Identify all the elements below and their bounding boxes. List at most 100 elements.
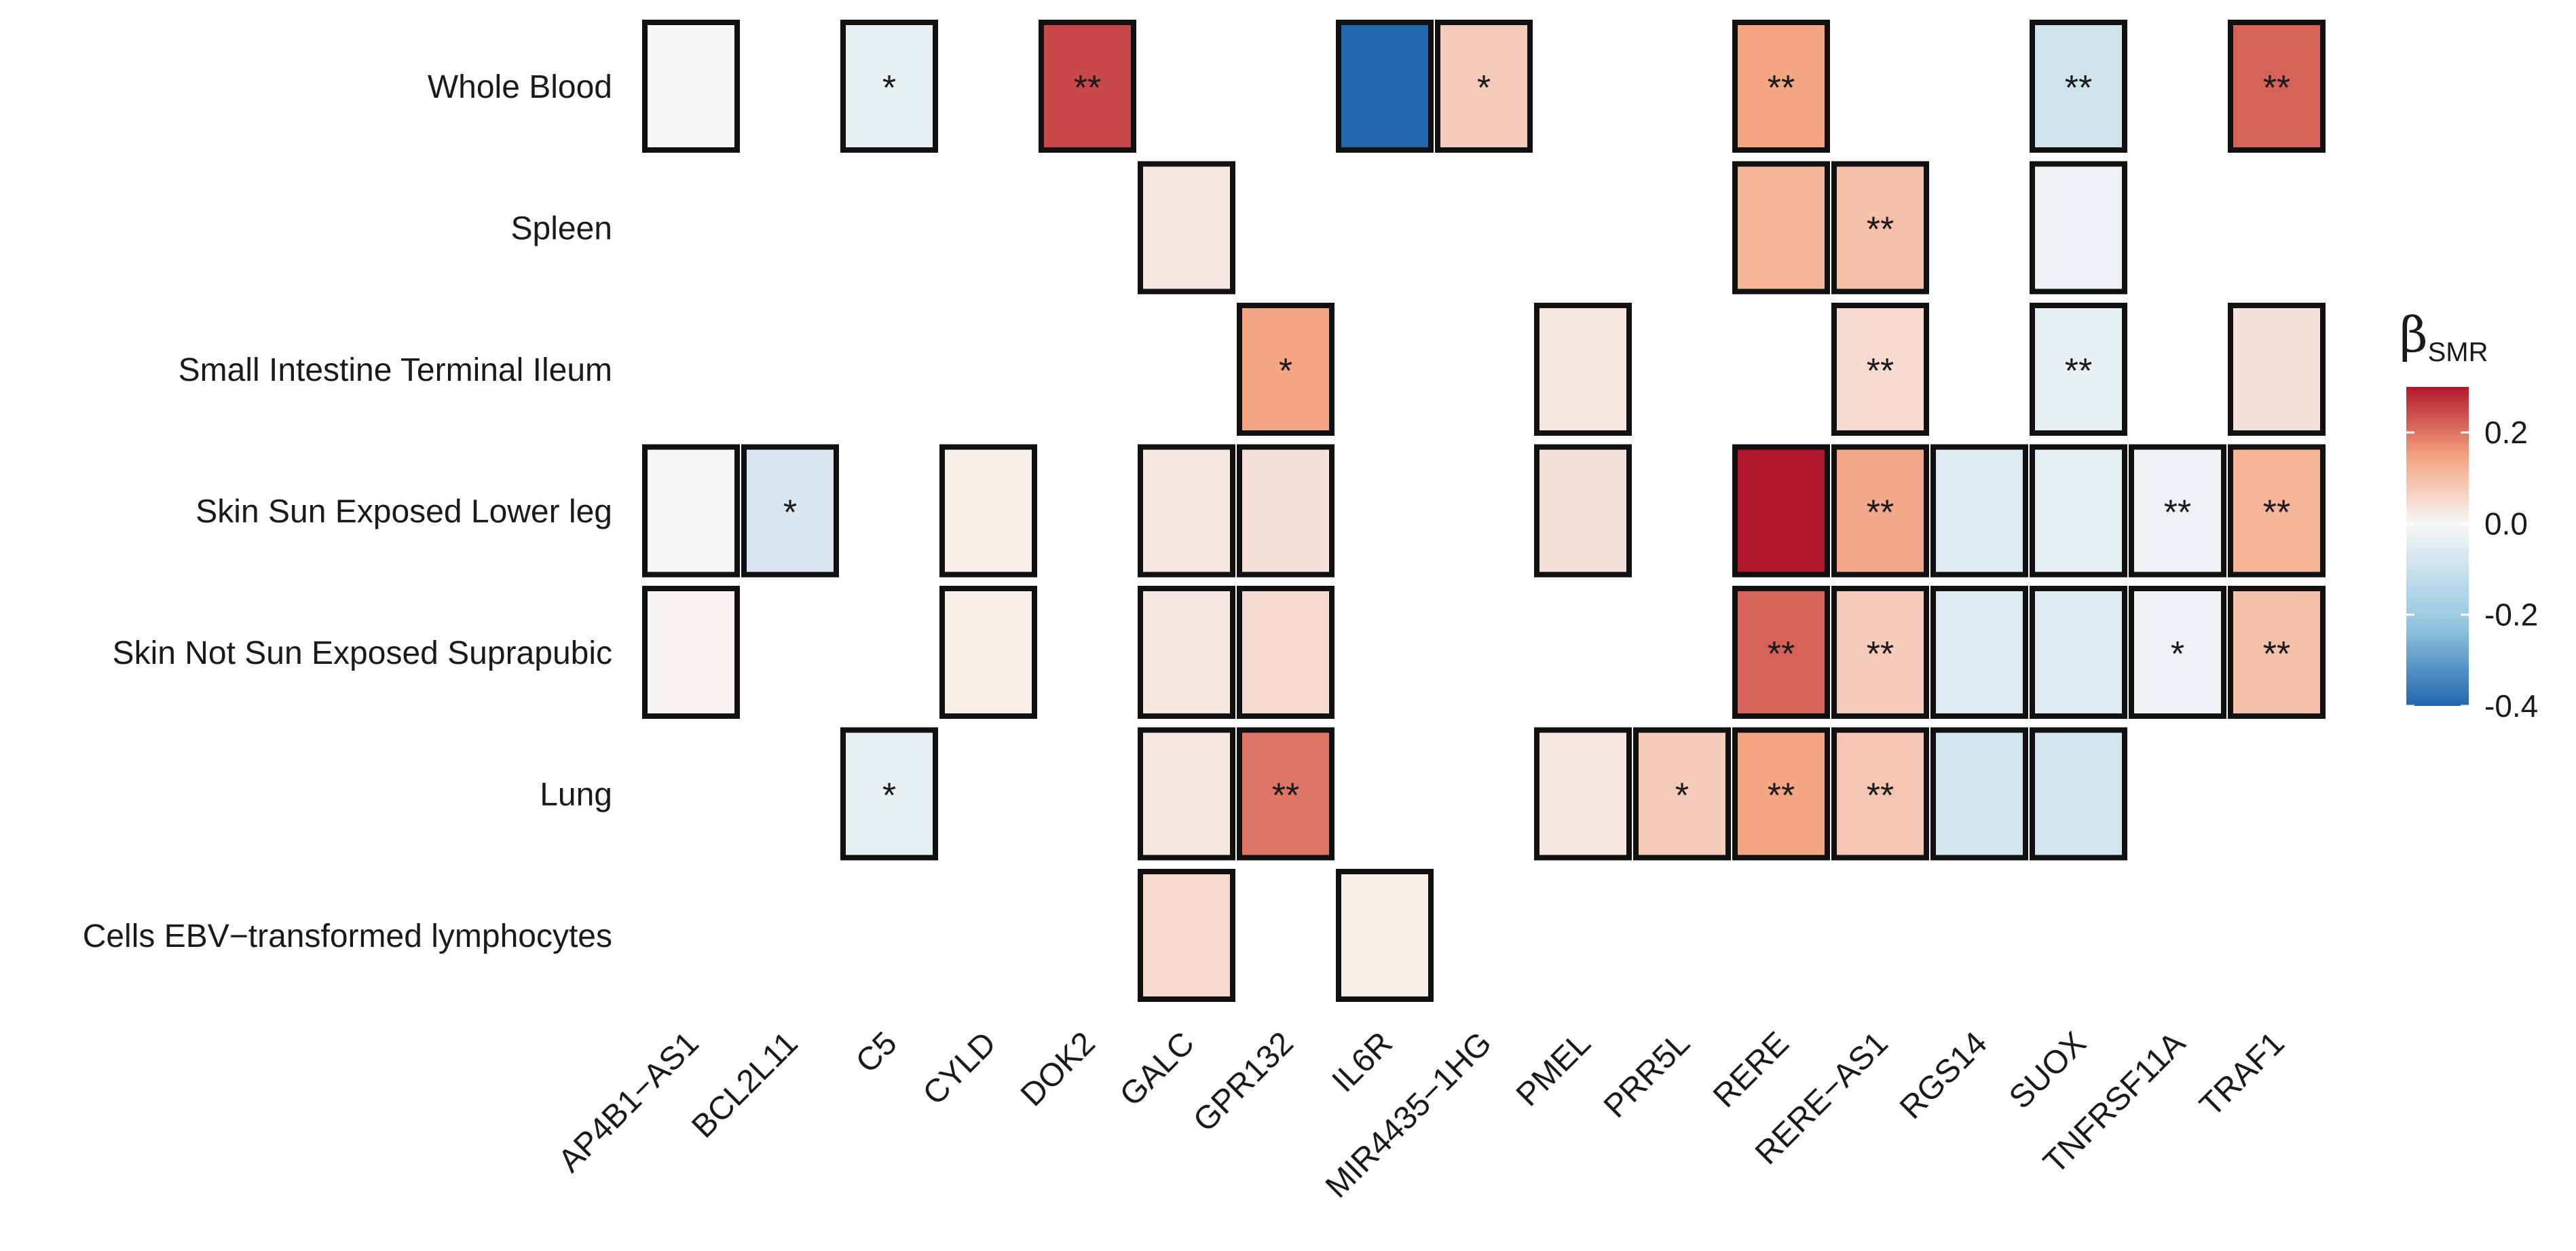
cell-lung-pmel [1534,727,1632,861]
cell-small-intestine-terminal-ileum-pmel [1534,303,1632,436]
cell-skin-not-sun-exposed-suprapubic-suox [2030,586,2127,719]
cell-skin-sun-exposed-lower-leg-gpr132 [1237,444,1334,578]
cell-skin-not-sun-exposed-suprapubic-rgs14 [1930,586,2028,719]
legend-title: βSMR [2400,306,2488,367]
significance-label: * [2171,635,2184,674]
significance-label: ** [1768,635,1795,674]
significance-label: ** [1768,777,1795,816]
cell-lung-c5 [840,727,938,861]
cell-skin-not-sun-exposed-suprapubic-traf1 [2228,586,2326,719]
legend-tick-label: -0.4 [2484,688,2538,724]
cell-lung-rgs14 [1930,727,2028,861]
significance-label: ** [2065,352,2092,391]
col-label-il6r: IL6R [1326,1025,1400,1099]
col-label-gpr132: GPR132 [1187,1025,1301,1139]
significance-label: ** [1768,69,1795,108]
col-label-bcl2l11: BCL2L11 [685,1025,804,1144]
legend-tick-label: 0.0 [2484,506,2528,541]
cell-spleen-rere [1732,161,1830,295]
col-label-rere: RERE [1706,1025,1796,1115]
significance-label: ** [2164,493,2191,533]
cell-skin-not-sun-exposed-suprapubic-rere-as1 [1831,586,1929,719]
significance-label: ** [2065,69,2092,108]
cell-skin-not-sun-exposed-suprapubic-rere [1732,586,1830,719]
cell-lung-gpr132 [1237,727,1334,861]
significance-label: ** [1867,210,1894,250]
row-label-whole-blood: Whole Blood [428,69,612,105]
cell-skin-not-sun-exposed-suprapubic-cyld [939,586,1037,719]
cell-lung-galc [1138,727,1235,861]
color-legend: βSMR 0.2 0.0 -0.2 -0.4 [2400,306,2538,724]
significance-label: ** [1867,635,1894,674]
cell-spleen-rere-as1 [1831,161,1929,295]
row-label-cells-ebv-transformed-lymphocytes: Cells EBV−transformed lymphocytes [83,918,612,954]
row-label-small-intestine-terminal-ileum: Small Intestine Terminal Ileum [179,352,612,388]
cell-spleen-suox [2030,161,2127,295]
cell-skin-sun-exposed-lower-leg-rere-as1 [1831,444,1929,578]
cell-skin-not-sun-exposed-suprapubic-ap4b1-as1 [642,586,740,719]
significance-label: ** [1272,777,1299,816]
cell-whole-blood-suox [2030,20,2127,153]
cell-whole-blood-traf1 [2228,20,2326,153]
significance-label: ** [1867,777,1894,816]
cell-whole-blood-rere [1732,20,1830,153]
col-label-rgs14: RGS14 [1893,1025,1994,1126]
cell-lung-suox [2030,727,2127,861]
cell-skin-sun-exposed-lower-leg-bcl2l11 [741,444,839,578]
cell-spleen-galc [1138,161,1235,295]
row-label-skin-not-sun-exposed-suprapubic: Skin Not Sun Exposed Suprapubic [113,635,612,671]
cell-skin-sun-exposed-lower-leg-tnfrsf11a [2129,444,2226,578]
col-label-suox: SUOX [2002,1025,2093,1116]
cell-skin-sun-exposed-lower-leg-rgs14 [1930,444,2028,578]
significance-label: * [1675,777,1689,816]
cell-whole-blood-c5 [840,20,938,153]
cell-skin-sun-exposed-lower-leg-suox [2030,444,2127,578]
significance-label: ** [1867,493,1894,533]
legend-colorbar [2406,387,2469,706]
legend-ticks: 0.2 0.0 -0.2 -0.4 [2406,415,2538,724]
significance-label: ** [2263,635,2290,674]
cell-skin-sun-exposed-lower-leg-rere [1732,444,1830,578]
cell-cells-ebv-transformed-lymphocytes-galc [1138,869,1235,1002]
row-label-spleen: Spleen [511,211,612,247]
legend-title-symbol: β [2400,306,2428,363]
significance-label: * [882,69,896,108]
significance-label: ** [1867,352,1894,391]
col-label-pmel: PMEL [1510,1025,1598,1113]
heatmap-cells: * ** * ** ** ***** ** *** ** ** **** ** * *** ** * ** ** [642,20,2326,1002]
legend-tick-label: -0.2 [2484,597,2538,633]
col-label-traf1: TRAF1 [2193,1025,2292,1123]
legend-title-subscript: SMR [2428,337,2488,367]
cell-whole-blood-dok2 [1039,20,1136,153]
legend-tick-label: 0.2 [2484,415,2528,450]
cell-skin-not-sun-exposed-suprapubic-galc [1138,586,1235,719]
cell-small-intestine-terminal-ileum-traf1 [2228,303,2326,436]
significance-label: * [783,493,797,533]
cell-small-intestine-terminal-ileum-rere-as1 [1831,303,1929,436]
col-label-dok2: DOK2 [1014,1025,1102,1113]
col-label-prr5l: PRR5L [1597,1025,1697,1125]
cell-skin-sun-exposed-lower-leg-galc [1138,444,1235,578]
cell-cells-ebv-transformed-lymphocytes-il6r [1336,869,1434,1002]
col-label-ap4b1-as1: AP4B1−AS1 [552,1025,706,1179]
row-label-skin-sun-exposed-lower-leg: Skin Sun Exposed Lower leg [195,494,612,530]
significance-label: ** [2263,493,2290,533]
cell-skin-sun-exposed-lower-leg-cyld [939,444,1037,578]
cell-small-intestine-terminal-ileum-suox [2030,303,2127,436]
cell-whole-blood-il6r [1336,20,1434,153]
col-label-mir4435-1hg: MIR4435−1HG [1319,1025,1499,1205]
row-label-lung: Lung [540,777,612,813]
row-labels: Whole Blood Spleen Small Intestine Termina… [83,69,612,954]
significance-label: ** [2263,69,2290,108]
significance-label: * [882,777,896,816]
cell-skin-not-sun-exposed-suprapubic-gpr132 [1237,586,1334,719]
cell-skin-not-sun-exposed-suprapubic-tnfrsf11a [2129,586,2226,719]
cell-lung-prr5l [1633,727,1731,861]
col-label-galc: GALC [1113,1025,1201,1113]
cell-lung-rere [1732,727,1830,861]
col-label-c5: C5 [849,1025,904,1080]
cell-skin-sun-exposed-lower-leg-traf1 [2228,444,2326,578]
col-label-cyld: CYLD [916,1025,1003,1112]
